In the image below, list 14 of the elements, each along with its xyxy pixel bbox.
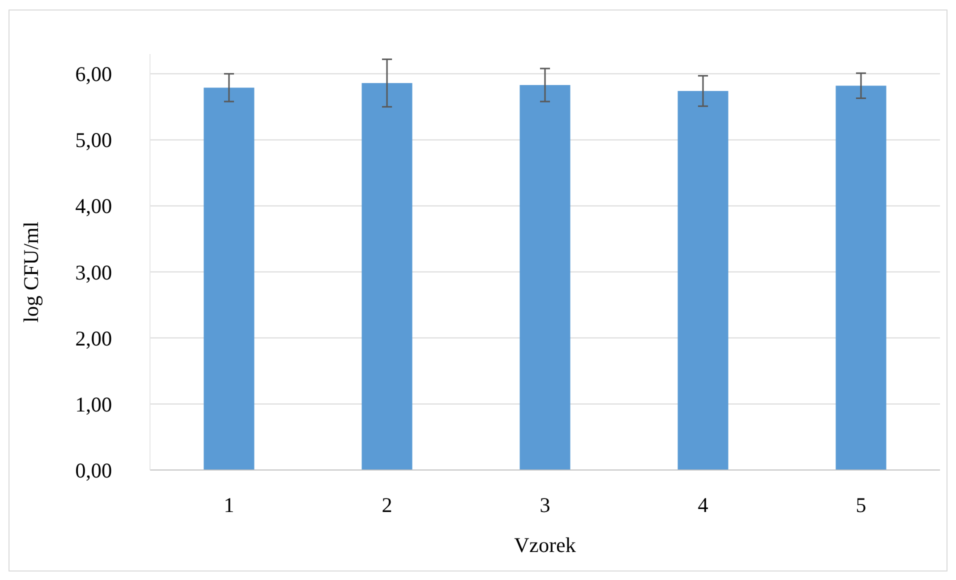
x-tick-label: 5	[856, 493, 866, 517]
x-axis-title: Vzorek	[514, 533, 576, 557]
y-tick-label: 4,00	[75, 194, 112, 218]
y-tick-label: 5,00	[75, 128, 112, 152]
y-tick-label: 3,00	[75, 260, 112, 284]
x-tick-label: 2	[382, 493, 392, 517]
y-tick-label: 2,00	[75, 326, 112, 350]
y-tick-label: 6,00	[75, 62, 112, 86]
y-tick-label: 1,00	[75, 392, 112, 416]
x-tick-label: 1	[224, 493, 234, 517]
x-tick-label: 3	[540, 493, 550, 517]
y-tick-label: 0,00	[75, 458, 112, 482]
x-tick-label: 4	[698, 493, 709, 517]
y-axis-title: log CFU/ml	[19, 221, 43, 322]
